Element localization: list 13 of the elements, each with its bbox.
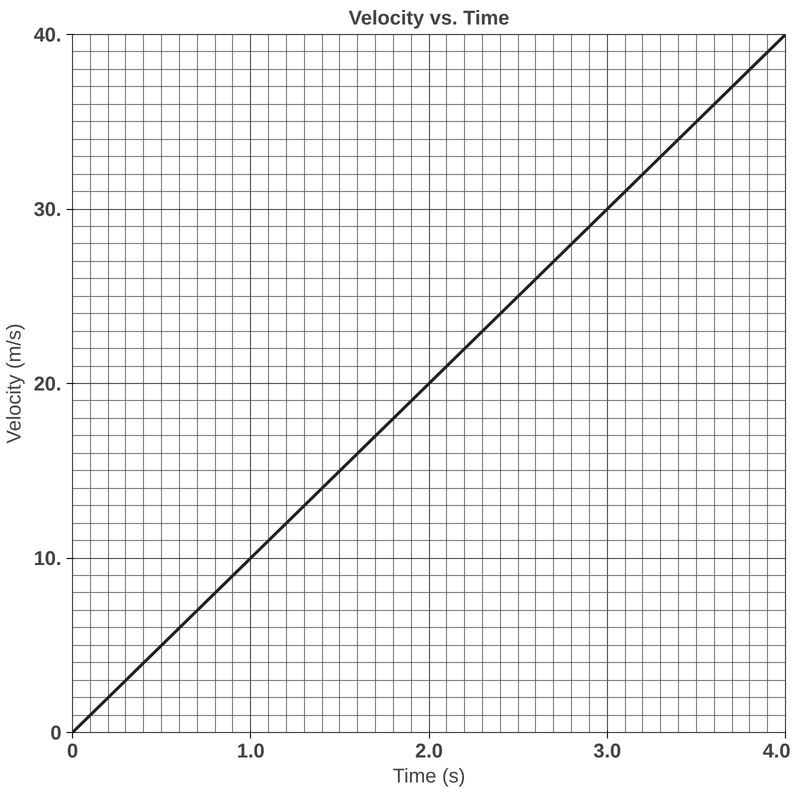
x-tick-label: 4.0 (762, 740, 791, 762)
x-tick-label: 1.0 (236, 740, 265, 762)
chart-title: Velocity vs. Time (348, 8, 510, 30)
x-tick-label: 3.0 (593, 740, 622, 762)
y-tick-label: 10. (34, 548, 62, 570)
y-tick-label: 40. (34, 24, 62, 46)
y-axis-title: Velocity (m/s) (4, 323, 26, 444)
x-tick-label: 2.0 (415, 740, 443, 762)
y-tick-label: 0 (50, 722, 62, 744)
x-axis-title: Time (s) (392, 766, 466, 788)
x-tick-label: 0 (66, 740, 78, 762)
y-tick-label: 20. (34, 374, 62, 396)
y-tick-label: 30. (34, 199, 62, 221)
